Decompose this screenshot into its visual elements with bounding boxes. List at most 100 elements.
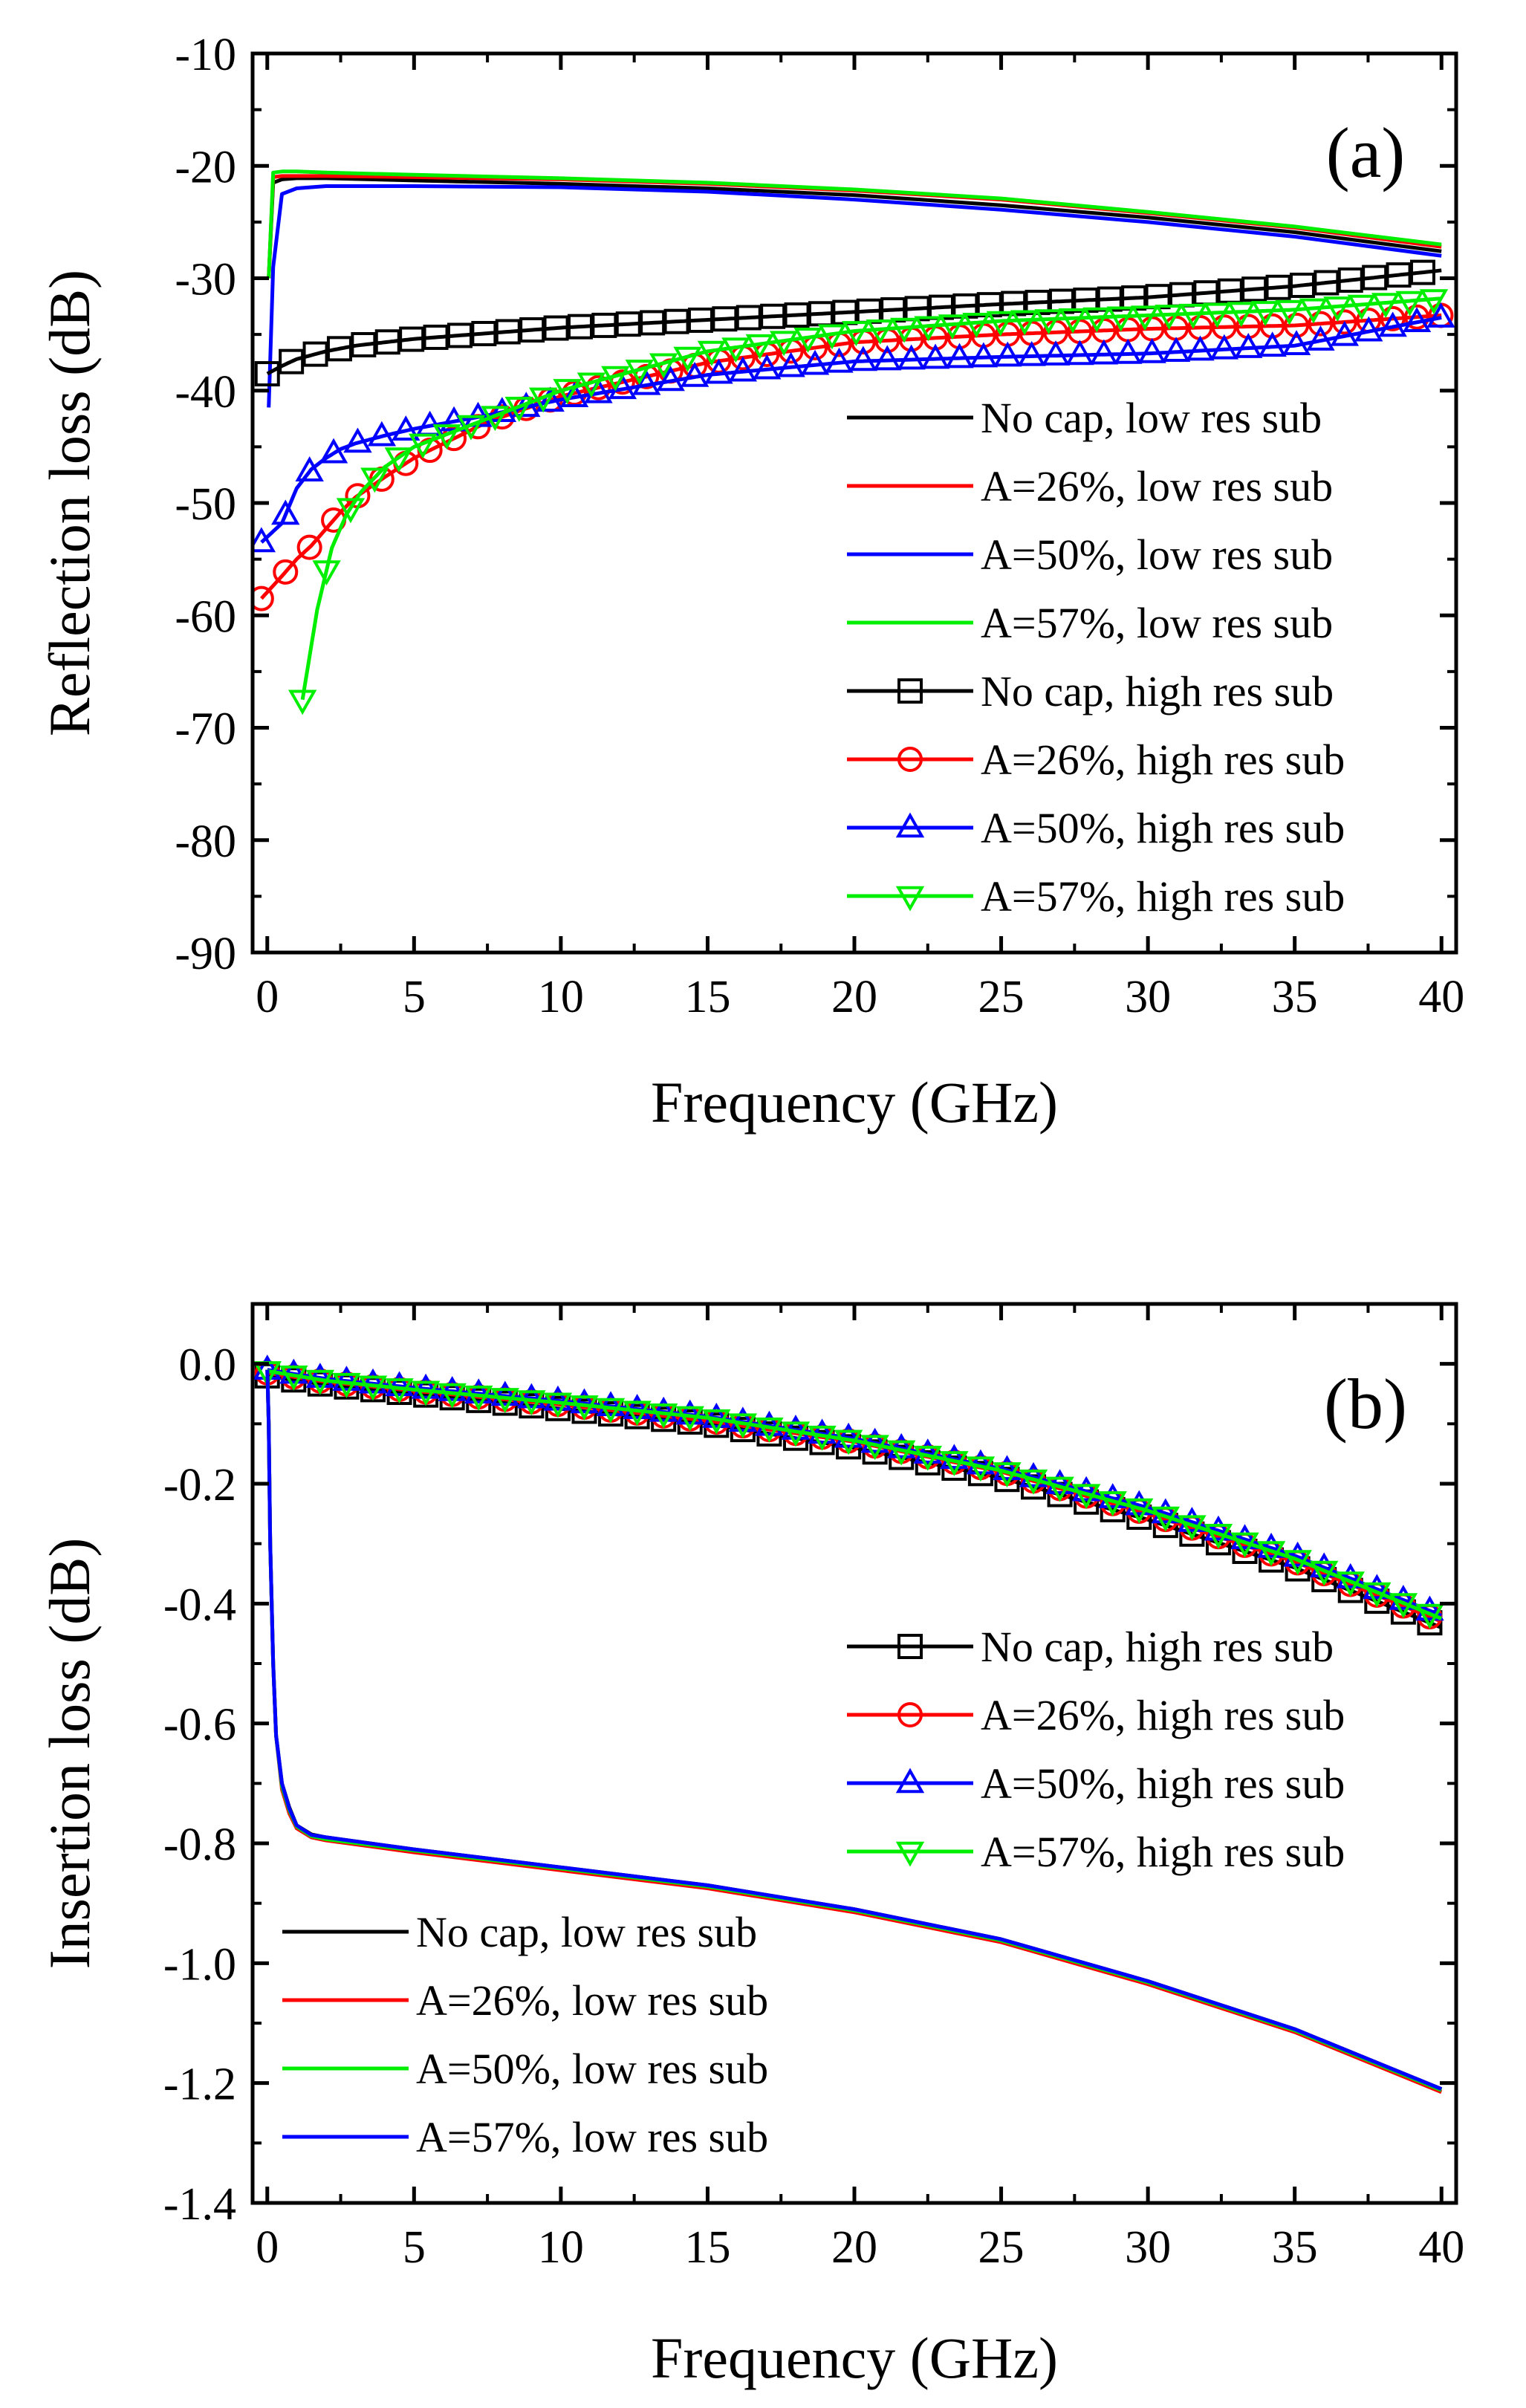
series-a-57-high-res-sub-point <box>411 1380 441 1406</box>
series-a-57-high-res-sub-point <box>1371 293 1400 319</box>
series-a-57-high-res-sub-point <box>1363 1582 1392 1608</box>
series-a-50-high-res-sub-point <box>1330 320 1360 346</box>
series-no-cap-high-res-sub-point <box>736 305 762 331</box>
series-a-57-high-res-sub-point <box>728 1413 758 1439</box>
series-a-26-high-res-sub-point <box>253 585 274 611</box>
series-a-50-high-res-sub-point <box>702 1402 731 1428</box>
plot-area-a <box>253 169 1455 715</box>
x-tick-label: 35 <box>1272 2222 1318 2273</box>
series-a-57-high-res-sub-point <box>553 379 582 404</box>
x-tick-label: 10 <box>538 2222 584 2273</box>
series-no-cap-high-res-sub-point <box>1409 259 1435 285</box>
legend-label: No cap, high res sub <box>981 1623 1334 1671</box>
series-a-57-high-res-sub-point <box>305 1369 335 1395</box>
series-a-57-high-res-sub-point <box>528 387 558 413</box>
series-a-50-high-res-sub-point <box>781 1415 811 1440</box>
legend-item-a-57-high-res-sub: A=57%, high res sub <box>847 872 1345 921</box>
series-a-57-high-res-sub-point <box>1256 1541 1286 1567</box>
panel-label-b: (b) <box>1324 1364 1407 1444</box>
series-a-50-high-res-sub-point <box>1019 1461 1048 1487</box>
series-a-57-high-res-sub-point <box>384 447 413 473</box>
series-a-50-high-res-sub-point <box>596 1391 626 1417</box>
x-tick-label: 20 <box>831 2222 877 2273</box>
series-a-50-high-res-sub-point <box>1402 307 1432 333</box>
legend-swatch-marker <box>897 678 923 704</box>
series-a-57-high-res-sub-point <box>781 1421 811 1447</box>
series-a-57-high-res-sub-point <box>1178 1515 1207 1541</box>
series-a-57-high-res-sub-point <box>962 313 991 338</box>
series-a-50-high-res-sub-point <box>913 1438 942 1464</box>
series-a-57-high-res-sub-point <box>1151 1506 1181 1532</box>
y-tick-label: -1.0 <box>163 1939 236 1990</box>
series-a-50-high-res-sub-point <box>367 421 397 447</box>
series-a-50-high-res-sub-point <box>1234 333 1263 358</box>
legend-item-a-50-high-res-sub: A=50%, high res sub <box>847 1759 1345 1808</box>
series-a-50-high-res-sub-point <box>295 456 324 481</box>
series-a-57-high-res-sub-point <box>834 1429 863 1455</box>
legend-label: A=50%, high res sub <box>981 1759 1345 1808</box>
legend-swatch-marker <box>897 1634 923 1659</box>
y-tick-label: -30 <box>175 255 236 305</box>
legend-item-a-26-high-res-sub: A=26%, high res sub <box>847 1691 1345 1739</box>
series-no-cap-high-res-sub-point <box>1265 274 1291 300</box>
series-a-57-high-res-sub-point <box>673 346 702 372</box>
series-a-57-high-res-sub-point <box>1082 307 1111 333</box>
series-a-50-high-res-sub-point <box>897 344 926 370</box>
series-a-57-high-res-sub-point <box>1419 289 1449 315</box>
series-a-57-high-res-sub-point <box>577 372 606 398</box>
legend-swatch-marker <box>897 747 923 772</box>
series-no-cap-high-res-sub-point <box>1386 262 1412 288</box>
series-a-50-high-res-sub-line <box>267 1368 1443 1617</box>
series-a-57-high-res-sub-point <box>464 1385 493 1411</box>
series-a-50-high-res-sub-point <box>464 1378 493 1403</box>
x-tick-label: 5 <box>403 2222 426 2273</box>
series-no-cap-high-res-sub-point <box>640 310 666 336</box>
x-tick-label: 30 <box>1125 972 1171 1022</box>
series-a-50-high-res-sub-point <box>1363 1574 1392 1600</box>
series-a-26-high-res-sub-point <box>273 559 299 585</box>
series-a-50-high-res-sub-point <box>656 366 685 392</box>
y-tick-label: -70 <box>175 704 236 755</box>
y-tick-label: -1.2 <box>163 2060 236 2110</box>
series-a-57-high-res-sub-point <box>481 406 510 432</box>
series-a-57-high-res-sub-point <box>438 1383 467 1409</box>
x-tick-label: 40 <box>1418 972 1464 1022</box>
series-a-57-high-res-sub-point <box>490 1388 519 1413</box>
series-a-57-high-res-sub-point <box>1045 1476 1074 1502</box>
series-a-50-high-res-sub-point <box>632 369 661 395</box>
series-a-50-high-res-sub-point <box>253 527 276 553</box>
series-a-50-high-res-sub-point <box>860 1427 889 1453</box>
series-a-50-high-res-sub-point <box>1415 1595 1444 1621</box>
series-a-57-high-res-sub-point <box>842 321 871 346</box>
y-tick-label: -90 <box>175 929 236 979</box>
legend-swatch-marker <box>895 1841 925 1867</box>
y-tick-label: -80 <box>175 817 236 867</box>
series-a-50-high-res-sub-point <box>536 386 565 412</box>
legend-label: A=26%, low res sub <box>981 462 1333 510</box>
series-no-cap-high-res-sub-point <box>1362 265 1388 291</box>
series-a-57-high-res-sub-point <box>702 1409 731 1435</box>
series-a-50-high-res-sub-point <box>728 356 758 382</box>
legend-label: A=50%, low res sub <box>416 2045 768 2093</box>
series-a-57-high-res-sub-point <box>517 1390 546 1416</box>
series-a-50-high-res-sub-point <box>1230 1524 1259 1550</box>
series-a-57-high-res-sub-point <box>721 337 750 363</box>
series-a-50-high-res-sub-point <box>966 1449 996 1475</box>
series-a-50-high-res-sub-point <box>680 361 710 387</box>
series-a-57-high-res-sub-point <box>793 327 822 353</box>
series-no-cap-high-res-sub-point <box>1289 272 1315 298</box>
series-a-57-high-res-sub-point <box>1019 1469 1048 1495</box>
legend-item-a-57-low-res-sub: A=57%, low res sub <box>847 599 1333 647</box>
series-a-50-high-res-sub-point <box>1283 1541 1312 1567</box>
series-a-57-high-res-sub-point <box>1130 305 1160 331</box>
y-tick-label: -10 <box>175 30 236 80</box>
series-a-50-high-res-sub-point <box>873 345 902 371</box>
series-no-cap-high-res-sub-point <box>495 319 521 345</box>
series-a-57-high-res-sub-point <box>1106 306 1135 332</box>
plot-area-b <box>253 1354 1444 2094</box>
series-a-50-high-res-sub-point <box>1306 325 1335 351</box>
panel-a-reflection-loss: 0 5 10 15 20 25 30 35 40 -90 -80 -70 -60 -50 -40 -30 -20… <box>37 30 1464 1135</box>
series-a-50-high-res-sub-point <box>945 343 974 369</box>
series-a-57-high-res-sub-point <box>993 1462 1022 1487</box>
series-no-cap-low-res-sub <box>267 176 1442 279</box>
